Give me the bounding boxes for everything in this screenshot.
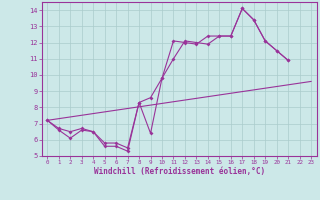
- X-axis label: Windchill (Refroidissement éolien,°C): Windchill (Refroidissement éolien,°C): [94, 167, 265, 176]
